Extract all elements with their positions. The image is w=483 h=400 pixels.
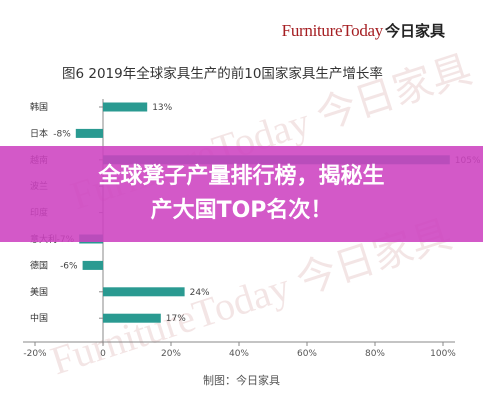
bar [103,102,148,112]
bar [103,287,185,297]
bar [75,128,103,138]
x-tick-label: 100% [430,349,456,359]
logo-chinese: 今日家具 [384,22,445,40]
category-label: 韩国 [30,101,48,113]
banner-line-1: 全球凳子产量排行榜，揭秘生 [98,164,385,189]
x-tick-label: 40% [229,349,249,359]
bar [82,260,103,270]
bar-value-label: 24% [190,288,210,298]
chart-source: 制图：今日家具 [203,374,280,387]
logo-english: FurnitureToday [281,21,384,40]
x-tick-label: 0 [100,349,106,359]
overlay-banner [0,146,483,242]
brand-logo: FurnitureToday 今日家具 [282,20,445,41]
x-tick-label: 80% [365,349,385,359]
category-label: 中国 [30,312,48,324]
bar-value-label: -6% [60,261,78,271]
bar-value-label: 13% [152,103,172,113]
category-label: 美国 [30,286,48,298]
category-label: 日本 [30,127,48,139]
banner-headline: 全球凳子产量排行榜，揭秘生 产大国TOP名次！ [0,160,483,228]
x-tick-label: 20% [161,349,181,359]
bar-value-label: 17% [166,314,186,324]
chart-title: 图6 2019年全球家具生产的前10国家家具生产增长率 [62,66,383,82]
banner-line-2: 产大国TOP名次！ [150,198,333,223]
x-tick-label: -20% [23,349,47,359]
bar-value-label: -8% [53,129,71,139]
bar [103,313,161,323]
category-label: 德国 [30,259,48,271]
x-tick-label: 60% [297,349,317,359]
